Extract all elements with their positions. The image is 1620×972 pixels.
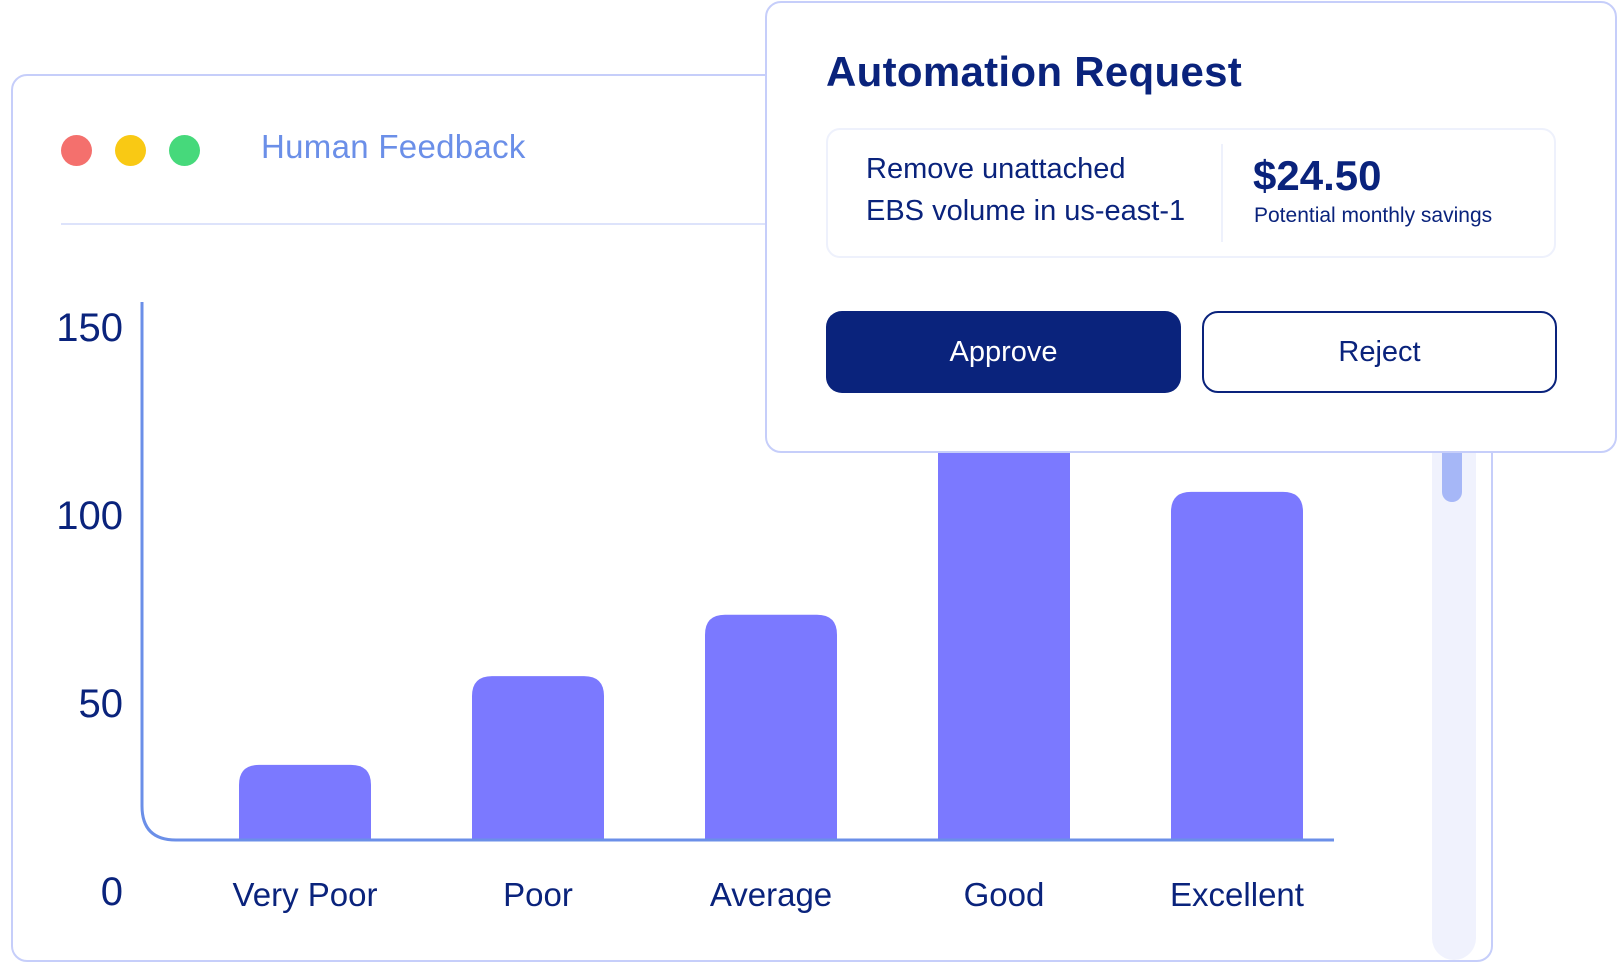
chart-axis bbox=[140, 302, 1334, 842]
window-maximize-dot[interactable] bbox=[169, 135, 200, 166]
x-tick-label: Very Poor bbox=[233, 876, 378, 913]
bar bbox=[239, 764, 371, 840]
bar bbox=[938, 328, 1070, 840]
approve-button[interactable]: Approve bbox=[826, 311, 1181, 393]
window-close-dot[interactable] bbox=[61, 135, 92, 166]
request-description-line-1: Remove unattached bbox=[866, 153, 1126, 185]
x-tick-label: Poor bbox=[503, 876, 573, 913]
reject-button[interactable]: Reject bbox=[1202, 311, 1557, 393]
scrollbar-track[interactable] bbox=[1432, 420, 1476, 960]
window-title: Human Feedback bbox=[261, 128, 526, 165]
title-divider bbox=[61, 223, 881, 225]
bar bbox=[1171, 491, 1303, 840]
request-info-box bbox=[826, 128, 1556, 258]
y-tick-label: 100 bbox=[56, 494, 123, 538]
x-tick-label: Average bbox=[710, 876, 832, 913]
y-tick-label: 50 bbox=[79, 682, 124, 726]
savings-amount: $24.50 bbox=[1253, 152, 1382, 199]
y-tick-label: 0 bbox=[101, 870, 123, 914]
request-description-line-2: EBS volume in us-east-1 bbox=[866, 195, 1186, 227]
y-tick-label: 150 bbox=[56, 306, 123, 350]
card-title: Automation Request bbox=[826, 48, 1243, 95]
x-tick-label: Good bbox=[964, 876, 1045, 913]
bar bbox=[472, 676, 604, 840]
savings-label: Potential monthly savings bbox=[1254, 204, 1493, 227]
scrollbar-thumb[interactable] bbox=[1442, 440, 1462, 502]
x-tick-label: Excellent bbox=[1170, 876, 1304, 913]
bar bbox=[705, 614, 837, 840]
window-minimize-dot[interactable] bbox=[115, 135, 146, 166]
info-divider bbox=[1221, 144, 1223, 242]
